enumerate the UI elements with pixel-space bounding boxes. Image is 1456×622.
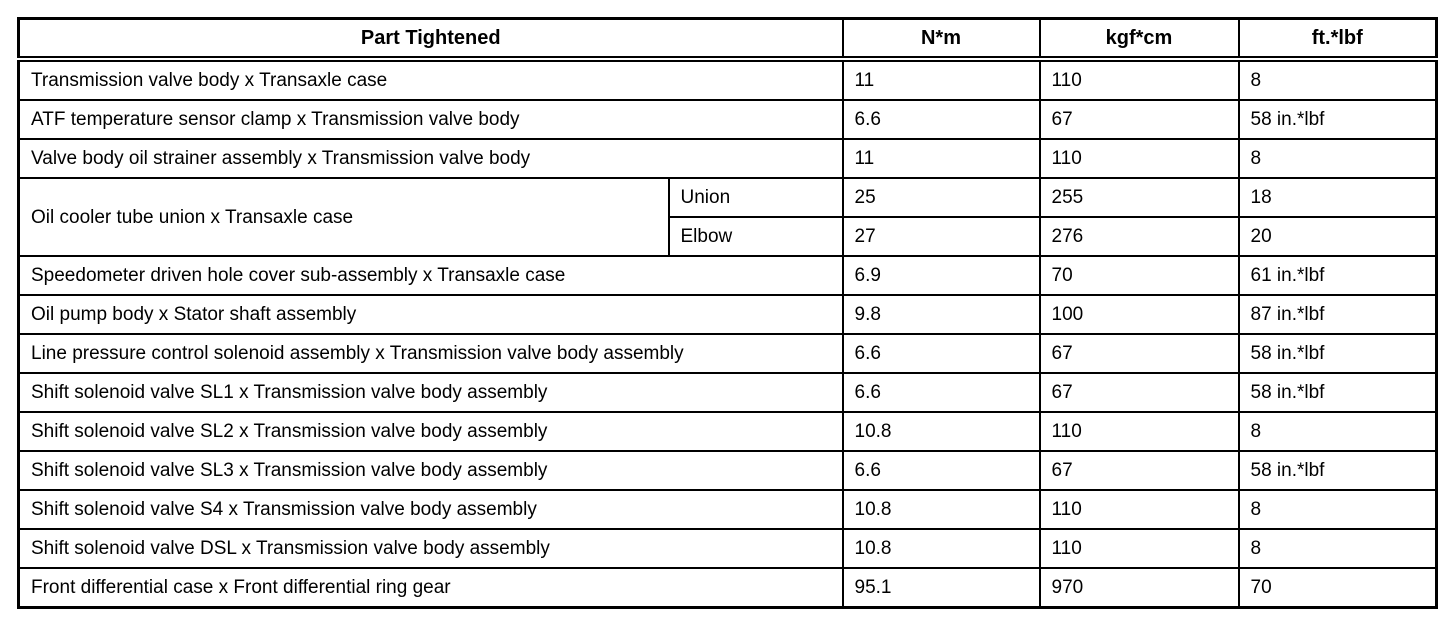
kgfcm-cell: 100 [1038, 294, 1240, 335]
kgfcm-cell: 110 [1038, 138, 1240, 179]
kgfcm-cell: 110 [1038, 528, 1240, 569]
table-row: Shift solenoid valve SL3 x Transmission … [17, 450, 1438, 491]
ftlbf-cell: 8 [1237, 528, 1438, 569]
part-cell: Front differential case x Front differen… [17, 567, 844, 609]
kgfcm-cell: 110 [1038, 58, 1240, 101]
table-row: Shift solenoid valve DSL x Transmission … [17, 528, 1438, 569]
ftlbf-cell: 58 in.*lbf [1237, 450, 1438, 491]
part-cell: Speedometer driven hole cover sub-assemb… [17, 255, 844, 296]
kgfcm-cell: 255 [1038, 177, 1240, 218]
part-cell: Shift solenoid valve SL3 x Transmission … [17, 450, 844, 491]
nm-cell: 6.6 [841, 333, 1041, 374]
table-row: Speedometer driven hole cover sub-assemb… [17, 255, 1438, 296]
nm-cell: 6.9 [841, 255, 1041, 296]
ftlbf-cell: 70 [1237, 567, 1438, 609]
torque-spec-table: Part Tightened N*m kgf*cm ft.*lbf Transm… [17, 17, 1438, 609]
nm-cell: 10.8 [841, 411, 1041, 452]
ftlbf-cell: 8 [1237, 489, 1438, 530]
ftlbf-cell: 8 [1237, 138, 1438, 179]
nm-cell: 95.1 [841, 567, 1041, 609]
nm-cell: 25 [841, 177, 1041, 218]
nm-cell: 11 [841, 138, 1041, 179]
table-row: Shift solenoid valve SL2 x Transmission … [17, 411, 1438, 452]
table-row: Shift solenoid valve SL1 x Transmission … [17, 372, 1438, 413]
ftlbf-cell: 87 in.*lbf [1237, 294, 1438, 335]
table-row: Transmission valve body x Transaxle case… [17, 58, 1438, 101]
part-cell: Valve body oil strainer assembly x Trans… [17, 138, 844, 179]
variant-cell: Union [667, 177, 844, 218]
column-header-nm: N*m [841, 17, 1041, 62]
table-row: Elbow 27 276 20 [19, 216, 1438, 257]
kgfcm-cell: 70 [1038, 255, 1240, 296]
part-cell: ATF temperature sensor clamp x Transmiss… [17, 99, 844, 140]
part-cell: Oil cooler tube union x Transaxle case [17, 177, 670, 257]
nm-cell: 27 [841, 216, 1041, 257]
table-row: Oil cooler tube union x Transaxle case U… [17, 177, 1438, 257]
kgfcm-cell: 67 [1038, 372, 1240, 413]
kgfcm-cell: 970 [1038, 567, 1240, 609]
table-row: Shift solenoid valve S4 x Transmission v… [17, 489, 1438, 530]
ftlbf-cell: 20 [1237, 216, 1438, 257]
ftlbf-cell: 8 [1237, 58, 1438, 101]
variant-cell: Elbow [667, 216, 844, 257]
ftlbf-cell: 61 in.*lbf [1237, 255, 1438, 296]
nm-cell: 11 [841, 58, 1041, 101]
kgfcm-cell: 110 [1038, 489, 1240, 530]
kgfcm-cell: 67 [1038, 99, 1240, 140]
kgfcm-cell: 110 [1038, 411, 1240, 452]
part-cell: Shift solenoid valve SL2 x Transmission … [17, 411, 844, 452]
header-row: Part Tightened N*m kgf*cm ft.*lbf [17, 17, 1438, 62]
nm-cell: 10.8 [841, 489, 1041, 530]
ftlbf-cell: 8 [1237, 411, 1438, 452]
column-header-ftlbf: ft.*lbf [1237, 17, 1438, 62]
table-row: ATF temperature sensor clamp x Transmiss… [17, 99, 1438, 140]
part-cell: Shift solenoid valve SL1 x Transmission … [17, 372, 844, 413]
part-cell: Shift solenoid valve DSL x Transmission … [17, 528, 844, 569]
table-row: Front differential case x Front differen… [17, 567, 1438, 609]
kgfcm-cell: 276 [1038, 216, 1240, 257]
ftlbf-cell: 58 in.*lbf [1237, 99, 1438, 140]
nm-cell: 10.8 [841, 528, 1041, 569]
ftlbf-cell: 58 in.*lbf [1237, 333, 1438, 374]
part-cell: Oil pump body x Stator shaft assembly [17, 294, 844, 335]
table-row: Oil pump body x Stator shaft assembly 9.… [17, 294, 1438, 335]
ftlbf-cell: 58 in.*lbf [1237, 372, 1438, 413]
ftlbf-cell: 18 [1237, 177, 1438, 218]
part-cell: Line pressure control solenoid assembly … [17, 333, 844, 374]
column-header-kgfcm: kgf*cm [1038, 17, 1240, 62]
nm-cell: 6.6 [841, 99, 1041, 140]
table-row: Line pressure control solenoid assembly … [17, 333, 1438, 374]
nm-cell: 6.6 [841, 372, 1041, 413]
part-cell: Shift solenoid valve S4 x Transmission v… [17, 489, 844, 530]
nm-cell: 9.8 [841, 294, 1041, 335]
nm-cell: 6.6 [841, 450, 1041, 491]
kgfcm-cell: 67 [1038, 450, 1240, 491]
column-header-part-tightened: Part Tightened [17, 17, 844, 62]
part-cell: Transmission valve body x Transaxle case [17, 58, 844, 101]
table-row: Valve body oil strainer assembly x Trans… [17, 138, 1438, 179]
kgfcm-cell: 67 [1038, 333, 1240, 374]
